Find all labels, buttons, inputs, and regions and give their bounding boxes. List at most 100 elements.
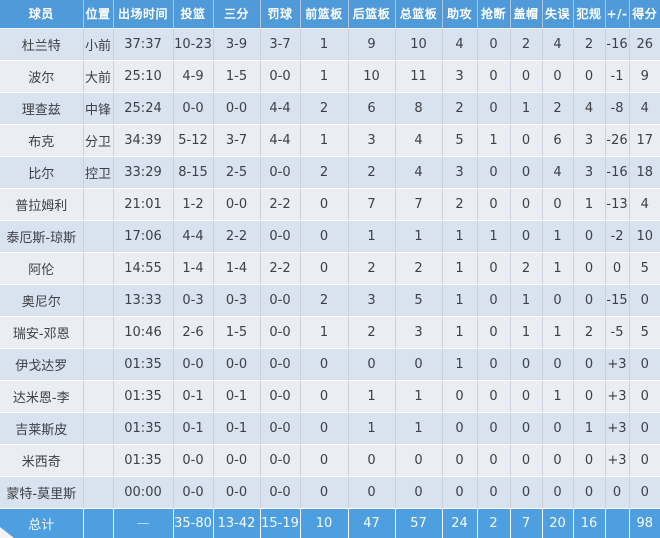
player-row: 瑞安-邓恩 10:46 2-6 1-5 0-0 1 2 3 1 0 1 1 2 -5 5 (0, 316, 660, 349)
stat-cell-minutes: 25:24 (113, 92, 174, 125)
stat-cell-ft: 0-0 (260, 380, 301, 413)
total-cell-position (83, 508, 114, 538)
col-header-fg: 投篮 (173, 0, 214, 29)
player-name-cell[interactable]: 瑞安-邓恩 (0, 316, 84, 349)
stat-cell-dreb: 3 (348, 124, 396, 157)
stat-cell-position (83, 348, 114, 381)
player-row: 蒙特-莫里斯 00:00 0-0 0-0 0-0 0 0 0 0 0 0 0 0 0 0 (0, 476, 660, 509)
stat-cell-plus-minus: -15 (605, 284, 630, 317)
stat-cell-position (83, 380, 114, 413)
stat-cell-stl: 0 (477, 444, 511, 477)
stat-cell-treb: 0 (395, 476, 443, 509)
stat-cell-pts: 5 (629, 252, 660, 285)
stat-cell-to: 0 (542, 60, 574, 93)
stat-cell-plus-minus: -13 (605, 188, 630, 221)
stat-cell-stl: 0 (477, 156, 511, 189)
stat-cell-ft: 0-0 (260, 476, 301, 509)
stat-cell-oreb: 0 (300, 476, 349, 509)
player-name-cell[interactable]: 杜兰特 (0, 28, 84, 61)
stat-cell-ft: 0-0 (260, 348, 301, 381)
stat-cell-pf: 2 (573, 316, 606, 349)
stat-cell-dreb: 0 (348, 348, 396, 381)
stat-cell-three-pt: 3-7 (213, 124, 261, 157)
player-row: 伊戈达罗 01:35 0-0 0-0 0-0 0 0 0 1 0 0 0 0 +3 0 (0, 348, 660, 381)
player-name-cell[interactable]: 布克 (0, 124, 84, 157)
stat-cell-blk: 1 (510, 284, 543, 317)
player-name-cell[interactable]: 普拉姆利 (0, 188, 84, 221)
player-name-cell[interactable]: 波尔 (0, 60, 84, 93)
stat-cell-ast: 3 (442, 60, 478, 93)
stat-cell-oreb: 0 (300, 412, 349, 445)
stat-cell-oreb: 2 (300, 284, 349, 317)
stat-cell-treb: 1 (395, 412, 443, 445)
stat-cell-fg: 2-6 (173, 316, 214, 349)
stat-cell-ast: 2 (442, 188, 478, 221)
stat-cell-ft: 2-2 (260, 188, 301, 221)
player-name-cell[interactable]: 吉莱斯皮 (0, 412, 84, 445)
player-name-cell[interactable]: 奥尼尔 (0, 284, 84, 317)
stat-cell-oreb: 0 (300, 444, 349, 477)
stat-cell-pts: 0 (629, 348, 660, 381)
player-name-cell[interactable]: 伊戈达罗 (0, 348, 84, 381)
col-header-oreb: 前篮板 (300, 0, 349, 29)
stat-cell-ast: 0 (442, 412, 478, 445)
col-header-position: 位置 (83, 0, 114, 29)
stat-cell-oreb: 0 (300, 220, 349, 253)
stat-cell-plus-minus: -16 (605, 156, 630, 189)
stat-cell-treb: 1 (395, 380, 443, 413)
stat-cell-pf: 0 (573, 60, 606, 93)
stat-cell-minutes: 17:06 (113, 220, 174, 253)
stat-cell-dreb: 1 (348, 380, 396, 413)
stat-cell-to: 0 (542, 476, 574, 509)
stat-cell-treb: 4 (395, 156, 443, 189)
player-name-cell[interactable]: 理查兹 (0, 92, 84, 125)
stat-cell-stl: 0 (477, 284, 511, 317)
stat-cell-position (83, 444, 114, 477)
stat-cell-stl: 0 (477, 348, 511, 381)
stat-cell-plus-minus: -16 (605, 28, 630, 61)
stat-cell-ft: 0-0 (260, 284, 301, 317)
stat-cell-fg: 8-15 (173, 156, 214, 189)
player-row: 理查兹 中锋 25:24 0-0 0-0 4-4 2 6 8 2 0 1 2 4 -8 4 (0, 92, 660, 125)
player-name-cell[interactable]: 米西奇 (0, 444, 84, 477)
stat-cell-position (83, 252, 114, 285)
stat-cell-to: 0 (542, 348, 574, 381)
player-name-cell[interactable]: 达米恩-李 (0, 380, 84, 413)
player-name-cell[interactable]: 阿伦 (0, 252, 84, 285)
stat-cell-to: 6 (542, 124, 574, 157)
stat-cell-dreb: 0 (348, 476, 396, 509)
total-cell-pf: 16 (573, 508, 606, 538)
stat-cell-dreb: 1 (348, 412, 396, 445)
stat-cell-fg: 1-4 (173, 252, 214, 285)
stat-cell-plus-minus: +3 (605, 348, 630, 381)
stat-cell-to: 2 (542, 92, 574, 125)
player-name-cell[interactable]: 泰厄斯-琼斯 (0, 220, 84, 253)
stat-cell-position: 大前 (83, 60, 114, 93)
player-name-cell[interactable]: 蒙特-莫里斯 (0, 476, 84, 509)
stat-cell-dreb: 1 (348, 220, 396, 253)
stat-cell-pf: 3 (573, 124, 606, 157)
stat-cell-minutes: 37:37 (113, 28, 174, 61)
stat-cell-blk: 0 (510, 476, 543, 509)
stat-cell-blk: 0 (510, 444, 543, 477)
stat-cell-ft: 0-0 (260, 220, 301, 253)
col-header-player: 球员 (0, 0, 84, 29)
stat-cell-ast: 2 (442, 92, 478, 125)
stat-cell-oreb: 1 (300, 60, 349, 93)
stat-cell-pts: 10 (629, 220, 660, 253)
stat-cell-to: 1 (542, 252, 574, 285)
stat-cell-pts: 26 (629, 28, 660, 61)
stat-cell-blk: 0 (510, 60, 543, 93)
stat-cell-fg: 0-1 (173, 380, 214, 413)
total-cell-fg: 35-80 (173, 508, 214, 538)
header-row: 球员 位置 出场时间 投篮 三分 罚球 前篮板 后篮板 总篮板 助攻 抢断 盖帽 失误 犯规 +/- 得分 (0, 0, 660, 29)
stat-cell-ft: 4-4 (260, 92, 301, 125)
corner-fold-artifact (0, 527, 14, 538)
stat-cell-treb: 0 (395, 348, 443, 381)
stat-cell-three-pt: 0-0 (213, 444, 261, 477)
player-row: 阿伦 14:55 1-4 1-4 2-2 0 2 2 1 0 2 1 0 0 5 (0, 252, 660, 285)
stat-cell-minutes: 01:35 (113, 412, 174, 445)
player-name-cell[interactable]: 比尔 (0, 156, 84, 189)
stat-cell-pts: 5 (629, 316, 660, 349)
